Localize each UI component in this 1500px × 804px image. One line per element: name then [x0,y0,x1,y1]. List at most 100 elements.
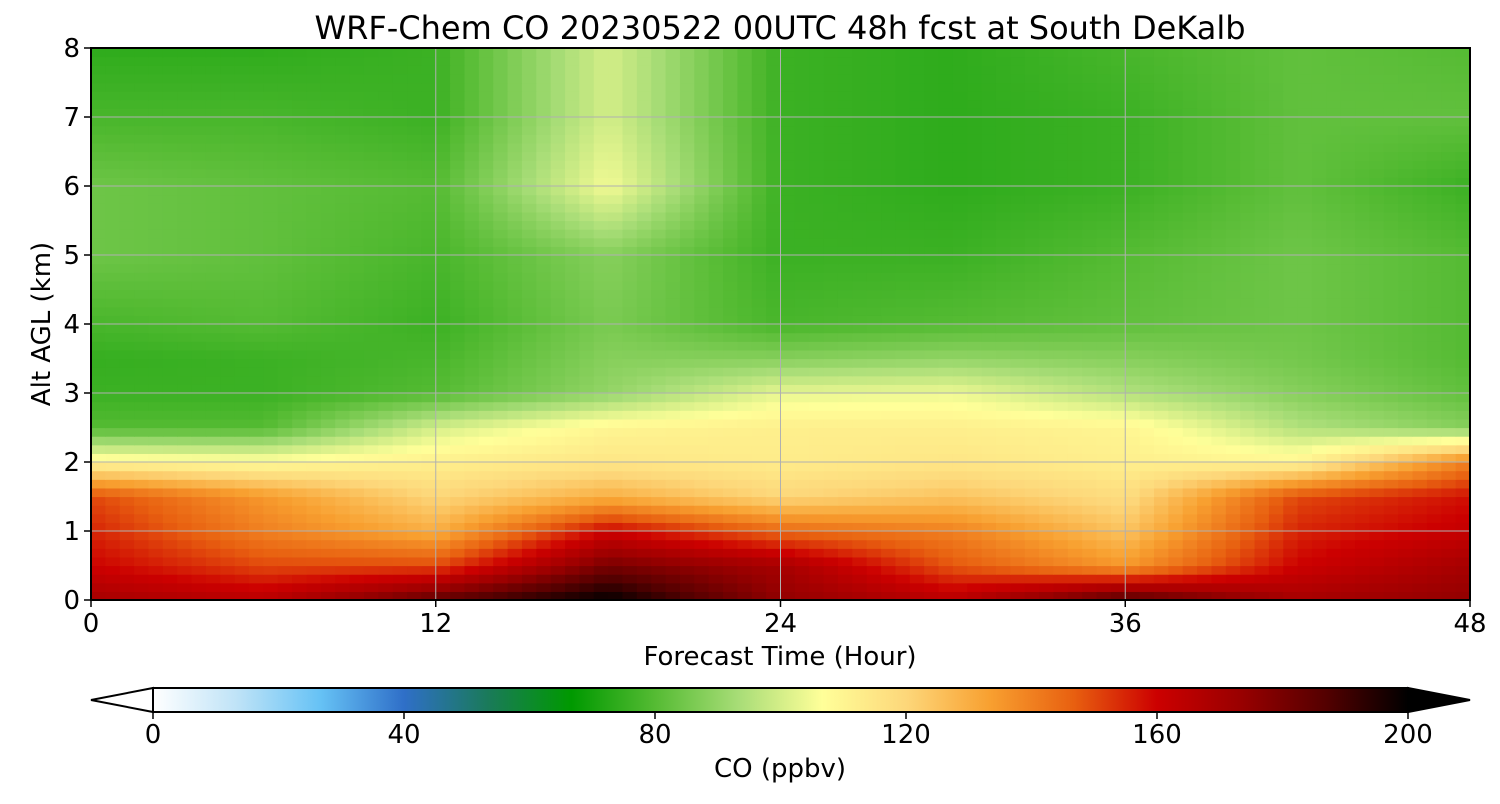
heatmap-cell [1096,332,1112,342]
heatmap-cell [694,393,710,403]
heatmap-cell [349,332,365,342]
heatmap-cell [766,539,782,549]
heatmap-cell [478,349,494,360]
heatmap-cell [349,272,365,282]
heatmap-cell [320,462,336,472]
heatmap-cell [1153,565,1169,575]
heatmap-cell [694,436,710,446]
heatmap-cell [608,548,624,558]
heatmap-cell [1268,513,1284,523]
heatmap-cell [1412,375,1428,385]
heatmap-cell [392,194,408,204]
heatmap-cell [1168,531,1184,541]
heatmap-cell [679,349,695,360]
heatmap-cell [651,367,667,377]
heatmap-cell [694,289,710,299]
heatmap-cell [435,401,451,411]
heatmap-cell [205,220,221,230]
heatmap-cell [981,401,997,411]
heatmap-cell [191,186,207,196]
heatmap-cell [809,539,825,549]
heatmap-cell [421,211,437,222]
heatmap-cell [1455,582,1470,592]
heatmap-cell [565,298,580,308]
heatmap-cell [292,462,308,472]
heatmap-cell [995,237,1011,247]
heatmap-cell [1340,453,1356,463]
heatmap-cell [1139,401,1155,411]
heatmap-cell [665,556,681,567]
heatmap-cell [1254,384,1270,394]
heatmap-cell [249,246,264,256]
heatmap-cell [780,470,796,480]
heatmap-cell [378,220,394,230]
heatmap-cell [809,211,825,222]
heatmap-cell [1168,548,1184,558]
heatmap-cell [177,410,193,420]
heatmap-cell [565,315,580,325]
heatmap-cell [1024,349,1040,360]
heatmap-cell [191,203,207,213]
heatmap-cell [1254,151,1270,161]
heatmap-cell [737,237,753,247]
heatmap-cell [1455,272,1470,282]
heatmap-cell [493,401,509,411]
heatmap-cell [608,220,624,230]
heatmap-cell [1039,160,1055,170]
heatmap-cell [1297,531,1313,541]
heatmap-cell [1110,220,1126,230]
heatmap-cell [1426,151,1442,161]
heatmap-cell [924,496,940,506]
heatmap-cell [1326,410,1342,420]
heatmap-cell [263,186,279,196]
heatmap-cell [1010,444,1026,454]
heatmap-cell [450,591,466,600]
heatmap-cell [320,280,336,291]
heatmap-cell [205,393,221,403]
heatmap-cell [378,384,394,394]
heatmap-cell [1326,255,1342,265]
heatmap-cell [91,574,106,584]
heatmap-cell [708,505,724,515]
heatmap-cell [1326,203,1342,213]
heatmap-cell [435,556,451,567]
heatmap-cell [909,186,925,196]
heatmap-cell [1211,444,1227,454]
heatmap-cell [464,487,480,498]
heatmap-cell [134,246,150,256]
heatmap-cell [421,531,437,541]
heatmap-cell [837,470,853,480]
heatmap-cell [1412,487,1428,498]
heatmap-cell [105,513,121,523]
heatmap-cell [967,324,983,334]
heatmap-cell [464,470,480,480]
heatmap-cell [521,462,537,472]
heatmap-cell [1096,194,1112,204]
heatmap-cell [349,479,365,489]
heatmap-cell [823,393,839,403]
heatmap-cell [1283,315,1299,325]
heatmap-cell [1067,565,1083,575]
heatmap-cell [1268,539,1284,549]
heatmap-cell [1426,462,1442,472]
heatmap-cell [277,496,293,506]
heatmap-cell [1024,203,1040,213]
heatmap-cell [306,522,322,532]
heatmap-cell [292,548,308,558]
heatmap-cell [335,306,351,316]
heatmap-cell [837,487,853,498]
heatmap-cell [780,341,796,351]
heatmap-cell [952,384,968,394]
heatmap-cell [679,246,695,256]
heatmap-cell [1240,255,1256,265]
heatmap-cell [1225,349,1241,360]
heatmap-cell [1168,263,1184,273]
heatmap-cell [1426,487,1442,498]
heatmap-cell [1110,496,1126,506]
heatmap-cell [493,410,509,420]
heatmap-cell [1240,186,1256,196]
heatmap-cell [205,263,221,273]
heatmap-cell [177,358,193,368]
heatmap-cell [1355,548,1371,558]
heatmap-cell [952,548,968,558]
